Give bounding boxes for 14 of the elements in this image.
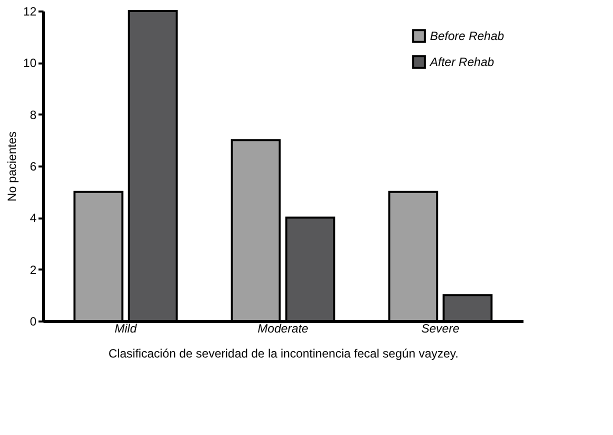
y-tick-label: 2	[30, 262, 37, 277]
legend-label: After Rehab	[429, 55, 494, 69]
legend-label: Before Rehab	[430, 29, 504, 43]
y-tick-label: 10	[23, 56, 37, 70]
y-axis-title: No pacientes	[5, 131, 20, 202]
y-tick-label: 6	[30, 160, 37, 174]
y-tick-label: 0	[30, 314, 37, 328]
y-tick-label: 12	[23, 4, 37, 18]
x-tick-label: Severe	[421, 322, 460, 336]
x-tick-label: Moderate	[258, 322, 309, 336]
x-axis-title: Clasificación de severidad de la incontinencia fecal según vayzey.	[108, 346, 458, 360]
y-tick-label: 8	[30, 108, 37, 122]
x-tick-label: Mild	[114, 322, 137, 336]
y-tick-label: 4	[30, 211, 37, 226]
